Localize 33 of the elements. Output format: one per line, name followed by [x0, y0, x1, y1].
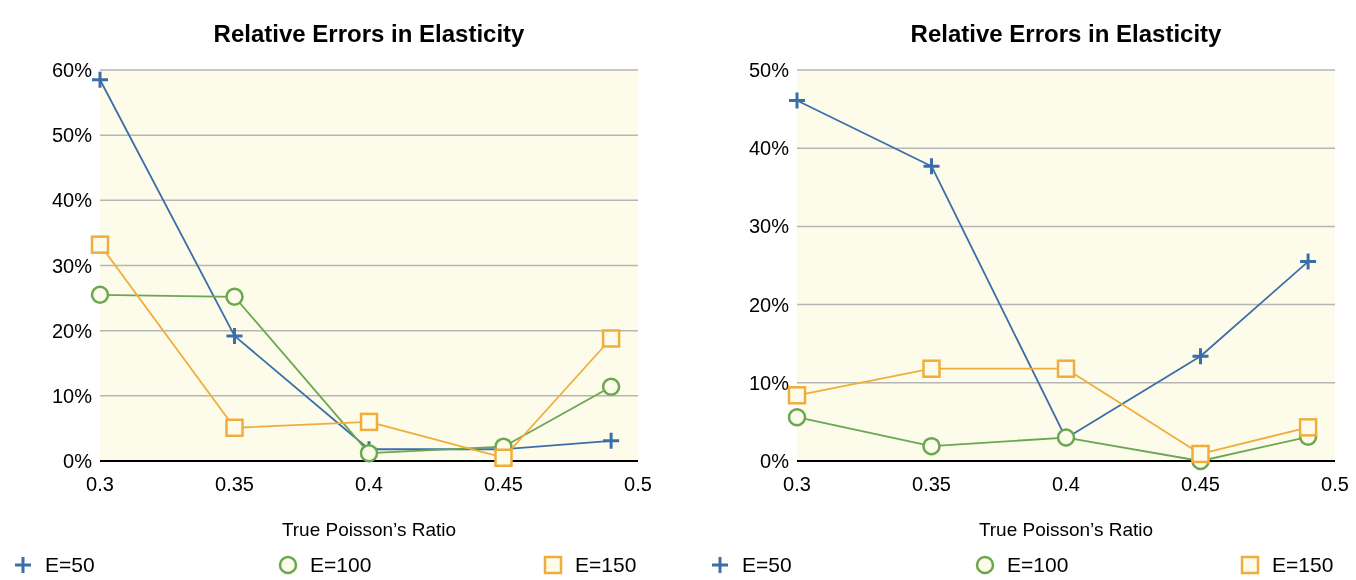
x-tick-label: 0.45 — [484, 473, 523, 495]
x-axis-title: True Poisson’s Ratio — [978, 519, 1154, 540]
y-tick-label: 20% — [748, 293, 790, 316]
y-tick-label: 40% — [748, 137, 790, 160]
y-tick-label: 10% — [51, 384, 93, 407]
x-tick-label: 0.5 — [1321, 473, 1349, 495]
x-tick-label: 0.35 — [912, 473, 951, 495]
y-tick-label: 50% — [748, 59, 790, 81]
y-tick-label: 10% — [748, 371, 790, 394]
y-tick-label: 40% — [51, 189, 93, 212]
legend-label: E=50 — [45, 553, 95, 577]
legend-label: E=100 — [1007, 553, 1069, 577]
y-tick-label: 60% — [51, 59, 93, 81]
legend-label: E=150 — [575, 553, 637, 577]
y-tick-label: 0% — [760, 450, 790, 472]
legend-label: E=150 — [1272, 553, 1334, 577]
y-tick-label: 0% — [63, 450, 93, 472]
legend-label: E=50 — [742, 553, 792, 577]
chart-title: Relative Errors in Elasticity — [213, 20, 526, 47]
chart-title: Relative Errors in Elasticity — [910, 20, 1223, 47]
x-tick-label: 0.35 — [215, 473, 254, 495]
x-tick-label: 0.5 — [624, 473, 652, 495]
x-tick-label: 0.4 — [1052, 473, 1080, 495]
x-axis-title: True Poisson’s Ratio — [281, 519, 457, 540]
y-tick-label: 30% — [51, 254, 93, 277]
y-tick-label: 30% — [748, 215, 790, 238]
x-tick-label: 0.4 — [355, 473, 383, 495]
legend-label: E=100 — [310, 553, 372, 577]
y-tick-label: 20% — [51, 319, 93, 342]
x-tick-label: 0.3 — [86, 473, 114, 495]
y-tick-label: 50% — [51, 124, 93, 147]
x-tick-label: 0.3 — [783, 473, 811, 495]
x-tick-label: 0.45 — [1181, 473, 1220, 495]
